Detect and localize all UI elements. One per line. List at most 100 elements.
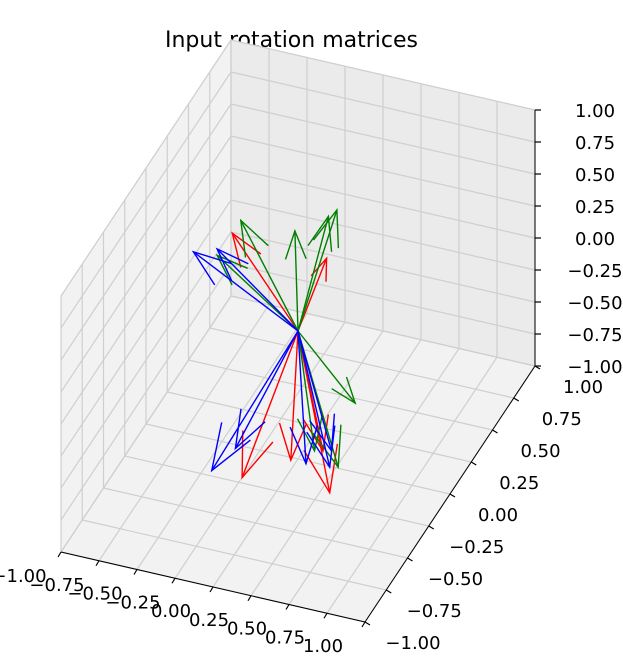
blue-arrow-5 — [297, 330, 307, 464]
x-tick-label-6: 0.50 — [227, 619, 267, 640]
x-tick-2 — [133, 569, 138, 575]
x-tick-label-8: 1.00 — [303, 636, 343, 657]
y-tick-label-7: 0.75 — [542, 409, 582, 430]
grid-left-z-8 — [60, 39, 232, 297]
x-tick-label-5: 0.25 — [189, 610, 229, 631]
y-tick-3 — [428, 525, 435, 530]
x-tick-5 — [247, 595, 252, 602]
grid-left-z-4 — [60, 167, 232, 425]
x-tick-label-4: 0.00 — [151, 601, 191, 622]
red-arrowhead-1 — [231, 231, 262, 268]
grid-back-z-7 — [230, 71, 536, 143]
green-arrowhead-6 — [312, 424, 342, 470]
blue-arrowhead-4 — [306, 425, 336, 470]
red-arrow-5 — [290, 330, 299, 461]
x-tick-7 — [323, 612, 328, 619]
y-tick-4 — [449, 493, 456, 498]
green-arrowhead-2 — [239, 218, 269, 258]
blue-arrowhead-5 — [289, 425, 319, 466]
x-tick-label-3: −0.25 — [105, 592, 160, 613]
arrows — [191, 208, 357, 495]
x-tick-0 — [57, 551, 62, 558]
chart-title: Input rotation matrices — [164, 28, 418, 53]
z-tick-label-4: 0.00 — [575, 229, 615, 250]
x-tick-label-0: −1.00 — [0, 566, 47, 587]
green-arrow-4 — [297, 330, 356, 404]
x-tick-1 — [95, 560, 100, 567]
grid-floor-y-6 — [188, 359, 493, 431]
grid-floor-y-4 — [145, 423, 451, 495]
grid-lines — [60, 39, 536, 623]
z-tick-label-2: −0.50 — [567, 293, 622, 314]
blue-arrowhead-3 — [234, 408, 266, 451]
blue-arrowhead-6 — [309, 413, 336, 453]
green-arrow-1 — [297, 209, 338, 332]
blue-arrowhead-1 — [191, 250, 232, 286]
grid-back-z-8 — [230, 39, 536, 111]
red-arrow-3 — [241, 330, 299, 478]
y-tick-label-1: −0.75 — [407, 601, 462, 622]
grid-floor-x-7 — [326, 356, 498, 614]
z-tick-label-3: −0.25 — [567, 261, 622, 282]
y-tick-0 — [364, 621, 371, 626]
green-arrowhead-5 — [296, 415, 323, 453]
x-tick-6 — [285, 604, 290, 610]
y-tick-6 — [492, 429, 498, 434]
blue-arrow-3 — [234, 330, 299, 449]
blue-arrow-4 — [297, 330, 331, 468]
z-tick-label-7: 0.75 — [575, 133, 615, 154]
z-tick-label-8: 1.00 — [575, 101, 615, 122]
grid-back-z-4 — [230, 167, 536, 239]
y-tick-7 — [513, 397, 520, 402]
x-tick-label-7: 0.75 — [265, 627, 305, 648]
grid-floor-x-6 — [288, 348, 460, 605]
grid-left-z-6 — [60, 103, 232, 361]
y-tick-label-2: −0.50 — [428, 569, 483, 590]
y-tick-label-6: 0.50 — [520, 441, 560, 462]
x-tick-label-1: −0.75 — [29, 575, 84, 596]
grid-floor-y-7 — [209, 327, 514, 399]
z-tick-label-6: 0.50 — [575, 165, 615, 186]
green-arrowhead-4 — [331, 376, 357, 405]
y-tick-1 — [385, 589, 392, 594]
green-arrowhead-1 — [312, 208, 340, 249]
y-tick-label-4: 0.00 — [478, 505, 518, 526]
green-arrow-2 — [240, 220, 299, 332]
x-tick-4 — [209, 586, 214, 593]
blue-arrowhead-2 — [210, 422, 251, 473]
green-arrowhead-3 — [284, 228, 307, 260]
blue-arrowhead-0 — [215, 247, 249, 281]
y-tick-label-5: 0.25 — [499, 473, 539, 494]
x-tick-label-2: −0.50 — [67, 584, 122, 605]
y-tick-label-0: −1.00 — [385, 633, 440, 654]
blue-arrow-6 — [297, 330, 333, 452]
x-tick-3 — [171, 577, 176, 584]
green-arrow-5 — [297, 330, 316, 451]
blue-arrow-2 — [211, 330, 299, 471]
tick-marks — [57, 109, 541, 628]
grid-left-z-5 — [60, 135, 232, 393]
grid-back-z-6 — [230, 103, 536, 175]
y-tick-5 — [470, 461, 477, 466]
y-tick-label-8: 1.00 — [563, 377, 603, 398]
red-arrowhead-0 — [310, 256, 328, 282]
blue-arrow-1 — [192, 251, 299, 332]
z-tick-label-0: −1.00 — [567, 357, 622, 378]
green-arrow-0 — [297, 216, 330, 332]
z-tick-label-5: 0.25 — [575, 197, 615, 218]
red-arrowhead-5 — [278, 422, 307, 463]
red-arrow-0 — [297, 258, 328, 332]
y-tick-8 — [534, 365, 541, 370]
grid-left-z-7 — [60, 71, 232, 329]
grid-back-z-5 — [230, 135, 536, 207]
red-arrowhead-2 — [303, 443, 339, 495]
grid-floor-x-5 — [250, 339, 422, 597]
y-tick-2 — [407, 557, 413, 562]
green-arrowhead-7 — [215, 253, 248, 286]
y-tick-label-3: −0.25 — [449, 537, 504, 558]
green-arrow-3 — [294, 230, 299, 332]
tick-labels: −1.00−1.00−1.00−0.75−0.75−0.75−0.50−0.50… — [0, 101, 623, 657]
z-tick-label-1: −0.75 — [567, 325, 622, 346]
x-tick-8 — [361, 621, 366, 628]
